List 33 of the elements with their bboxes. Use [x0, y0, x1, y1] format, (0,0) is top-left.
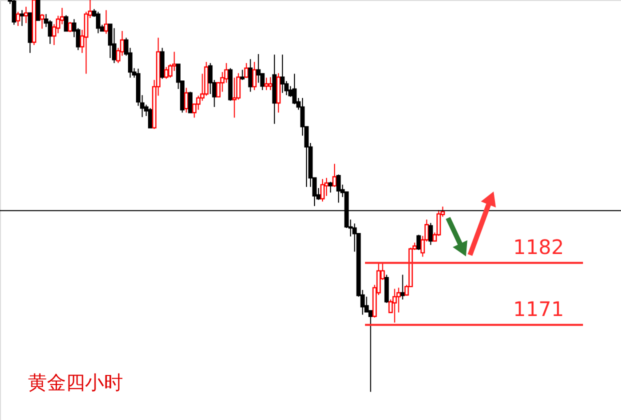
candlestick	[96, 11, 100, 34]
candlestick	[256, 54, 261, 84]
candlestick	[148, 108, 152, 128]
candlestick	[400, 274, 405, 300]
candlestick	[240, 69, 245, 80]
candlestick	[252, 61, 257, 91]
candlestick	[248, 58, 253, 92]
candlestick	[392, 288, 397, 324]
candlestick	[40, 14, 44, 30]
candlestick	[68, 21, 72, 33]
candlestick	[24, 6, 28, 24]
candlestick	[104, 10, 108, 34]
candlestick	[184, 87, 189, 114]
candlestick	[244, 62, 249, 78]
candlestick	[64, 14, 68, 32]
candlestick	[164, 66, 168, 80]
candlestick	[16, 11, 20, 26]
candlestick	[12, 0, 16, 26]
candlestick	[320, 178, 325, 202]
candlestick	[20, 10, 24, 26]
candlestick	[336, 174, 341, 204]
candlestick	[428, 222, 433, 246]
candlestick	[232, 77, 237, 118]
candlestick	[416, 234, 421, 250]
candlestick	[112, 28, 116, 64]
candlestick	[328, 181, 333, 194]
ref-line-label: 1182	[513, 234, 564, 259]
ref-line-label: 1171	[513, 296, 564, 321]
candlestick	[332, 163, 337, 188]
candlestick	[36, 0, 40, 21]
candlestick	[188, 91, 193, 114]
candlestick	[280, 54, 285, 94]
annotation: 黄金四小时	[28, 372, 123, 394]
